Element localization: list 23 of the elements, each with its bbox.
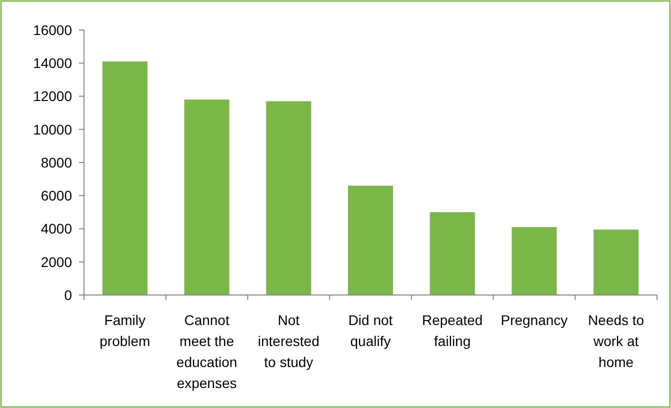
x-tick-label: Did not qualify xyxy=(348,312,393,349)
y-tick-label: 2000 xyxy=(40,254,72,270)
bar xyxy=(348,186,394,295)
x-tick-label: Cannot meet the education expenses xyxy=(176,312,238,391)
bar xyxy=(512,227,557,295)
y-tick-label: 16000 xyxy=(33,22,72,38)
y-tick-label: 10000 xyxy=(33,121,72,138)
y-tick-label: 6000 xyxy=(40,188,72,204)
bar xyxy=(184,100,230,295)
y-tick-label: 4000 xyxy=(40,220,72,237)
x-tick-label: Needs to work at home xyxy=(588,312,644,370)
x-tick-label: Pregnancy xyxy=(500,312,568,328)
y-tick-label: 12000 xyxy=(33,88,72,104)
bar xyxy=(594,230,639,295)
bar xyxy=(430,212,475,295)
y-tick-label: 14000 xyxy=(33,55,72,72)
y-tick-label: 8000 xyxy=(40,154,72,170)
x-tick-label: Not interested to study xyxy=(258,312,320,370)
x-tick-label: Repeated failing xyxy=(422,312,483,349)
bar xyxy=(102,61,148,295)
x-tick-label: Family problem xyxy=(100,312,150,349)
bar xyxy=(266,101,312,295)
y-tick-label: 0 xyxy=(64,286,72,303)
